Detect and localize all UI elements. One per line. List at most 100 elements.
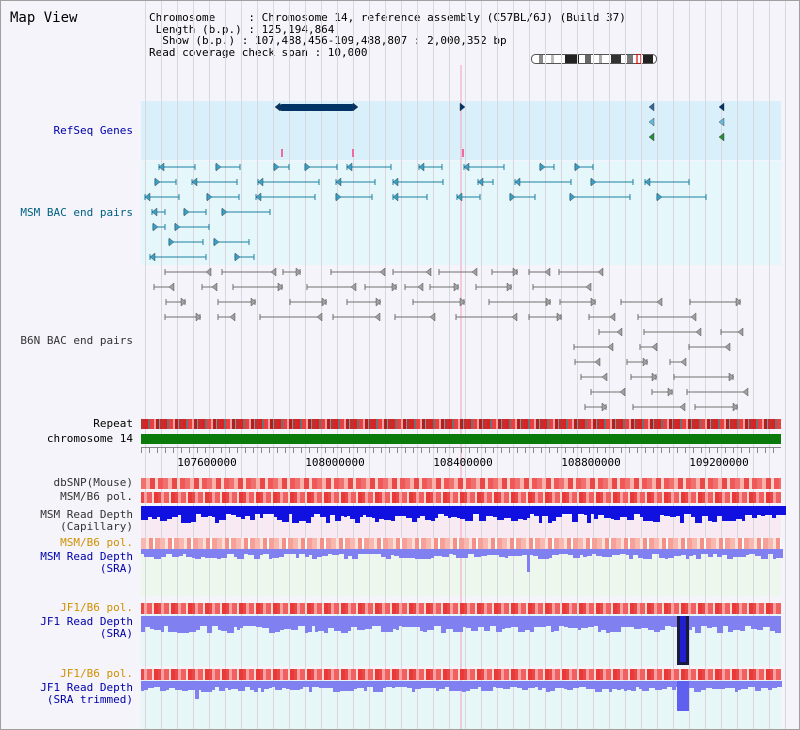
msm-capillary-depth-bar[interactable] bbox=[277, 506, 282, 520]
msm-sra-depth-bar[interactable] bbox=[592, 549, 596, 554]
jf1-sra-depth-bar[interactable] bbox=[189, 616, 196, 632]
jf1-sra-depth-bar[interactable] bbox=[269, 616, 275, 633]
jf1-sra-depth-bar[interactable] bbox=[221, 616, 227, 631]
b6n-bac-end[interactable] bbox=[195, 312, 202, 322]
msm-capillary-depth-bar[interactable] bbox=[653, 506, 660, 522]
jf1-trimmed-depth-bar[interactable] bbox=[768, 681, 772, 690]
msm-sra-depth-bar[interactable] bbox=[665, 549, 668, 559]
msm-bac-end[interactable] bbox=[257, 177, 264, 187]
msm-b6-pol-track-2[interactable] bbox=[141, 538, 781, 549]
jf1-trimmed-depth-bar[interactable] bbox=[148, 681, 154, 688]
jf1-trimmed-depth-bar[interactable] bbox=[590, 681, 595, 689]
msm-sra-depth-bar[interactable] bbox=[144, 549, 147, 557]
msm-sra-depth-bar[interactable] bbox=[412, 549, 415, 558]
msm-sra-depth-bar[interactable] bbox=[161, 549, 166, 557]
msm-sra-depth-bar[interactable] bbox=[474, 549, 481, 557]
track-label-jf1-depth-trimmed[interactable]: JF1 Read Depth (SRA trimmed) bbox=[40, 682, 133, 706]
msm-capillary-depth-bar[interactable] bbox=[395, 506, 400, 516]
jf1-trimmed-depth-bar[interactable] bbox=[496, 681, 503, 688]
msm-sra-depth-bar[interactable] bbox=[269, 549, 272, 559]
jf1-sra-depth-bar[interactable] bbox=[733, 616, 740, 630]
jf1-sra-depth-bar[interactable] bbox=[196, 616, 200, 630]
jf1-trimmed-depth-bar[interactable] bbox=[188, 681, 194, 690]
msm-sra-depth-bar[interactable] bbox=[415, 549, 419, 559]
jf1-sra-depth-bar[interactable] bbox=[200, 616, 207, 626]
jf1-trimmed-depth-bar[interactable] bbox=[212, 681, 215, 690]
jf1-sra-depth-bar[interactable] bbox=[525, 616, 530, 630]
jf1-trimmed-depth-bar[interactable] bbox=[649, 681, 655, 688]
msm-bac-end[interactable] bbox=[514, 177, 521, 187]
msm-capillary-depth-bar[interactable] bbox=[236, 506, 241, 517]
b6n-bac-end[interactable] bbox=[585, 282, 592, 292]
b6n-bac-end[interactable] bbox=[512, 267, 519, 277]
jf1-sra-depth-bar[interactable] bbox=[496, 616, 502, 632]
track-label-jf1-b6-pol-1[interactable]: JF1/B6 pol. bbox=[60, 601, 133, 614]
repeat-track[interactable] bbox=[141, 419, 781, 429]
jf1-sra-depth-bar[interactable] bbox=[478, 616, 484, 627]
msm-sra-depth-bar[interactable] bbox=[487, 549, 492, 555]
msm-capillary-depth-bar[interactable] bbox=[372, 506, 375, 518]
msm-bac-end[interactable] bbox=[392, 192, 399, 202]
msm-capillary-depth-bar[interactable] bbox=[347, 506, 350, 516]
msm-capillary-depth-bar[interactable] bbox=[598, 506, 604, 515]
jf1-sra-depth-bar[interactable] bbox=[441, 616, 446, 633]
jf1-sra-depth-bar[interactable] bbox=[763, 616, 770, 627]
jf1-trimmed-depth-bar[interactable] bbox=[712, 681, 717, 689]
msm-capillary-depth-bar[interactable] bbox=[366, 506, 369, 517]
msm-sra-depth-bar[interactable] bbox=[505, 549, 508, 558]
msm-sra-depth-bar[interactable] bbox=[736, 549, 743, 557]
msm-capillary-depth-bar[interactable] bbox=[451, 506, 457, 517]
jf1-sra-depth-bar[interactable] bbox=[530, 616, 534, 632]
msm-capillary-depth-bar[interactable] bbox=[341, 506, 344, 516]
jf1-sra-depth-bar[interactable] bbox=[671, 616, 678, 627]
msm-capillary-depth-bar[interactable] bbox=[539, 506, 542, 523]
msm-capillary-depth-bar[interactable] bbox=[468, 506, 473, 521]
jf1-sra-depth-bar[interactable] bbox=[434, 616, 441, 626]
msm-capillary-depth-bar[interactable] bbox=[226, 506, 231, 514]
msm-capillary-depth-bar[interactable] bbox=[620, 506, 627, 517]
jf1-sra-depth-bar[interactable] bbox=[546, 616, 551, 626]
msm-sra-depth-bar[interactable] bbox=[254, 549, 260, 559]
msm-capillary-depth-bar[interactable] bbox=[604, 506, 608, 518]
msm-sra-depth-bar[interactable] bbox=[568, 549, 573, 555]
msm-sra-depth-bar[interactable] bbox=[587, 549, 592, 556]
jf1-sra-depth-bar[interactable] bbox=[234, 616, 237, 627]
msm-bac-end[interactable] bbox=[656, 192, 663, 202]
track-label-b6n-bac[interactable]: B6N BAC end pairs bbox=[20, 334, 133, 347]
jf1-trimmed-depth-bar[interactable] bbox=[340, 681, 347, 691]
msm-capillary-depth-bar[interactable] bbox=[702, 506, 708, 516]
jf1-sra-depth-bar[interactable] bbox=[396, 616, 399, 630]
jf1-trimmed-depth-bar[interactable] bbox=[427, 681, 431, 688]
jf1-sra-depth-bar[interactable] bbox=[243, 616, 249, 626]
chromosome-bar[interactable] bbox=[141, 434, 781, 444]
jf1-trimmed-depth-bar[interactable] bbox=[182, 681, 188, 691]
msm-capillary-depth-bar[interactable] bbox=[542, 506, 548, 516]
track-label-refseq[interactable]: RefSeq Genes bbox=[53, 124, 133, 137]
b6n-bac-end[interactable] bbox=[737, 327, 744, 337]
msm-sra-depth-bar[interactable] bbox=[394, 549, 399, 556]
jf1-trimmed-depth-bar[interactable] bbox=[542, 681, 546, 688]
jf1-trimmed-depth-bar[interactable] bbox=[642, 681, 649, 691]
jf1-sra-depth-bar[interactable] bbox=[237, 616, 240, 630]
msm-sra-depth-bar[interactable] bbox=[425, 549, 431, 559]
jf1-trimmed-depth-bar[interactable] bbox=[449, 681, 456, 691]
msm-sra-depth-bar[interactable] bbox=[602, 549, 606, 557]
msm-capillary-depth-bar[interactable] bbox=[282, 506, 289, 522]
jf1-trimmed-depth-bar[interactable] bbox=[160, 681, 166, 691]
msm-sra-depth-bar[interactable] bbox=[612, 549, 616, 555]
jf1-sra-depth-bar[interactable] bbox=[177, 616, 182, 633]
msm-bac-end[interactable] bbox=[392, 177, 399, 187]
msm-sra-depth-bar[interactable] bbox=[659, 549, 665, 558]
msm-sra-depth-bar[interactable] bbox=[339, 549, 344, 554]
jf1-trimmed-depth-bar[interactable] bbox=[748, 681, 755, 687]
msm-sra-depth-bar[interactable] bbox=[272, 549, 279, 558]
jf1-sra-depth-bar[interactable] bbox=[723, 616, 728, 626]
b6n-bac-end[interactable] bbox=[211, 282, 218, 292]
msm-sra-depth-bar[interactable] bbox=[626, 549, 629, 555]
msm-capillary-depth-bar[interactable] bbox=[660, 506, 664, 515]
jf1-trimmed-depth-bar[interactable] bbox=[627, 681, 631, 690]
jf1-trimmed-depth-bar[interactable] bbox=[560, 681, 564, 688]
refseq-gene-end[interactable] bbox=[274, 102, 281, 112]
jf1-trimmed-depth-bar[interactable] bbox=[462, 681, 466, 692]
jf1-trimmed-depth-bar[interactable] bbox=[402, 681, 407, 687]
